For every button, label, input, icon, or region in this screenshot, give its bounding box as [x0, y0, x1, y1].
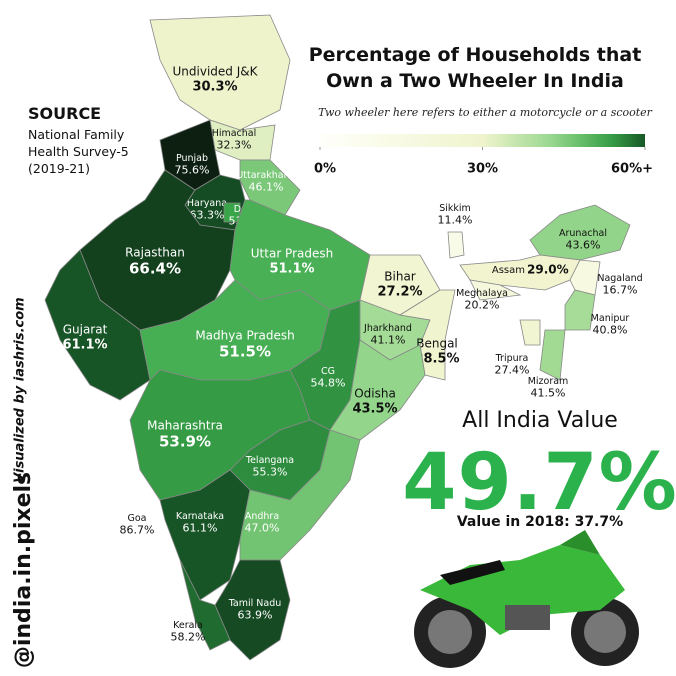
state-value: 86.7%: [120, 524, 155, 537]
seat: [440, 560, 505, 585]
state: [539, 329, 566, 381]
state-value: 58.2%: [171, 631, 206, 644]
state-value: 54.8%: [311, 377, 346, 390]
state-name: Uttarakhand: [236, 170, 295, 181]
state-name: Bihar: [384, 270, 416, 284]
state-value: 53.9%: [159, 433, 211, 451]
state: [519, 319, 541, 346]
credit-visualized: Visualized by iashris.com: [13, 297, 28, 482]
all-india-heading: All India Value: [462, 408, 618, 433]
state-value: 16.7%: [603, 284, 638, 297]
state-value: 75.6%: [175, 164, 210, 177]
state: [564, 289, 596, 331]
state-name: Rajasthan: [125, 246, 185, 260]
state-value: 30.3%: [192, 80, 237, 95]
state: [44, 249, 151, 401]
engine: [505, 605, 550, 630]
state-name: Haryana: [187, 198, 227, 209]
state-value: 11.4%: [438, 214, 473, 227]
all-india-value: 49.7%: [402, 438, 676, 528]
state-name: Undivided J&K: [173, 65, 259, 79]
title: Percentage of Households that Own a Two …: [308, 44, 642, 92]
state: [469, 279, 522, 301]
state-value: 43.6%: [566, 239, 601, 252]
state-name: Kerala: [173, 620, 203, 631]
state: [159, 469, 251, 601]
state-value: 66.4%: [129, 260, 181, 278]
state-name: Punjab: [176, 153, 208, 164]
source-heading: SOURCE: [28, 104, 102, 123]
state-value: 27.2%: [377, 285, 422, 300]
state-value: 46.1%: [249, 181, 284, 194]
state: [398, 289, 456, 381]
state-name: Madhya Pradesh: [195, 329, 294, 343]
state-name: Tamil Nadu: [228, 598, 282, 609]
state-value: 27.4%: [495, 364, 530, 377]
state-name: Mizoram: [528, 376, 569, 387]
state-name: CG: [321, 366, 335, 377]
state-name: Arunachal: [559, 228, 607, 239]
wheel-rim: [428, 610, 472, 654]
state-name: Bengal: [416, 337, 458, 351]
state-value: 55.3%: [253, 466, 288, 479]
source-text: National Family Health Survey-5 (2019-21…: [28, 127, 129, 176]
wheel-rim: [584, 611, 626, 653]
state-value: 61.1%: [183, 522, 218, 535]
legend-tick-label: 0%: [314, 162, 336, 177]
state-name: Assam: [492, 265, 525, 276]
state-value: 41.1%: [371, 334, 406, 347]
state-name: Sikkim: [439, 203, 471, 214]
state-value: 47.0%: [245, 522, 280, 535]
state: [447, 231, 465, 259]
state-name: Goa: [128, 513, 147, 524]
state-value: 43.5%: [352, 402, 397, 417]
motorcycle-illustration: [414, 530, 639, 668]
state-name: Karnataka: [176, 511, 224, 522]
legend-bar: [320, 134, 645, 147]
subtitle: Two wheeler here refers to either a moto…: [318, 106, 652, 119]
state: [329, 339, 426, 441]
state-value: 32.3%: [217, 139, 252, 152]
state-value: 63.3%: [190, 209, 225, 222]
state-name: Meghalaya: [456, 288, 508, 299]
state-name: Uttar Pradesh: [251, 247, 333, 261]
credit-handle: @india.in.pixels: [11, 472, 36, 668]
state-name: Jharkhand: [363, 323, 412, 334]
legend: 0% 30% 60%+: [314, 134, 653, 177]
all-india-note: Value in 2018: 37.7%: [456, 514, 624, 530]
state-name: Tripura: [495, 353, 529, 364]
state-value: 41.5%: [531, 387, 566, 400]
state-value: 51.5%: [219, 343, 271, 361]
state-name: Telangana: [245, 455, 294, 466]
state-name: Manipur: [591, 313, 630, 324]
state-value: 28.5%: [414, 352, 459, 367]
state-name: Nagaland: [597, 273, 642, 284]
state-value: 40.8%: [593, 324, 628, 337]
legend-tick-label: 60%+: [611, 162, 653, 177]
state: [179, 559, 231, 651]
state-value: 61.1%: [62, 338, 107, 353]
windshield: [560, 530, 600, 555]
legend-tick-label: 30%: [467, 162, 498, 177]
state-name: Himachal: [212, 128, 257, 139]
state-name: Andhra: [245, 511, 279, 522]
state-name: Gujarat: [63, 323, 108, 337]
state-value: 20.2%: [465, 299, 500, 312]
state-value: 29.0%: [527, 263, 569, 277]
state: [214, 559, 291, 661]
state-name: Odisha: [354, 387, 396, 401]
state-name: Maharashtra: [147, 419, 223, 433]
state-value: 63.9%: [238, 609, 273, 622]
state-value: 51.1%: [269, 262, 314, 277]
